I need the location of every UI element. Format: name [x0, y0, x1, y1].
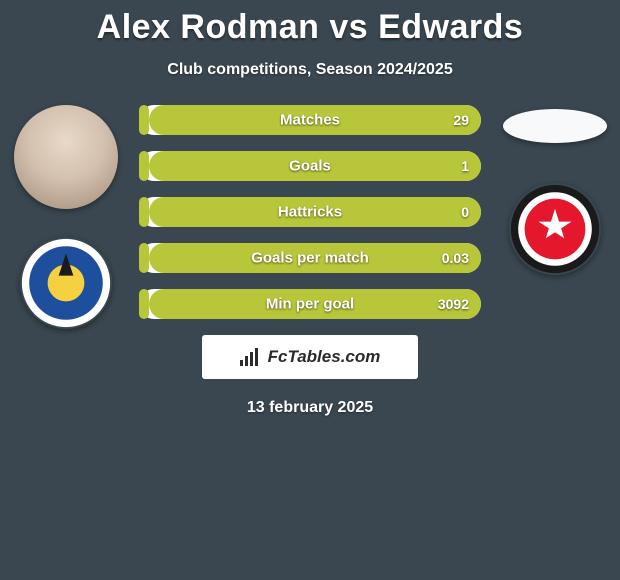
stat-row: Hattricks 0 [139, 197, 481, 227]
right-club-badge [509, 183, 601, 275]
stat-label: Goals [289, 158, 331, 175]
stat-value-right: 0.03 [442, 250, 469, 266]
left-player-avatar [14, 105, 118, 209]
stat-label: Hattricks [278, 204, 342, 221]
stat-fill-left [139, 197, 149, 227]
comparison-date: 13 february 2025 [0, 399, 620, 417]
stat-fill-left [139, 151, 149, 181]
comparison-subtitle: Club competitions, Season 2024/2025 [0, 61, 620, 79]
branding-bars-icon [240, 348, 262, 366]
stat-row: Min per goal 3092 [139, 289, 481, 319]
stat-row: Goals 1 [139, 151, 481, 181]
stat-value-right: 0 [461, 204, 469, 220]
left-player-column [8, 105, 123, 329]
content-area: Matches 29 Goals 1 Hattricks 0 Goals per match… [0, 105, 620, 417]
stat-row: Goals per match 0.03 [139, 243, 481, 273]
stat-value-right: 1 [461, 158, 469, 174]
stats-container: Matches 29 Goals 1 Hattricks 0 Goals per match… [139, 105, 481, 319]
stat-label: Goals per match [251, 250, 369, 267]
stat-label: Matches [280, 112, 340, 129]
stat-label: Min per goal [266, 296, 354, 313]
right-player-column [497, 105, 612, 275]
stat-row: Matches 29 [139, 105, 481, 135]
comparison-title: Alex Rodman vs Edwards [0, 0, 620, 47]
left-club-badge [20, 237, 112, 329]
right-player-avatar [503, 109, 607, 143]
stat-fill-left [139, 105, 149, 135]
branding-text: FcTables.com [268, 347, 381, 367]
stat-value-right: 29 [453, 112, 469, 128]
stat-fill-left [139, 289, 149, 319]
branding-box: FcTables.com [202, 335, 418, 379]
stat-fill-left [139, 243, 149, 273]
stat-value-right: 3092 [438, 296, 469, 312]
